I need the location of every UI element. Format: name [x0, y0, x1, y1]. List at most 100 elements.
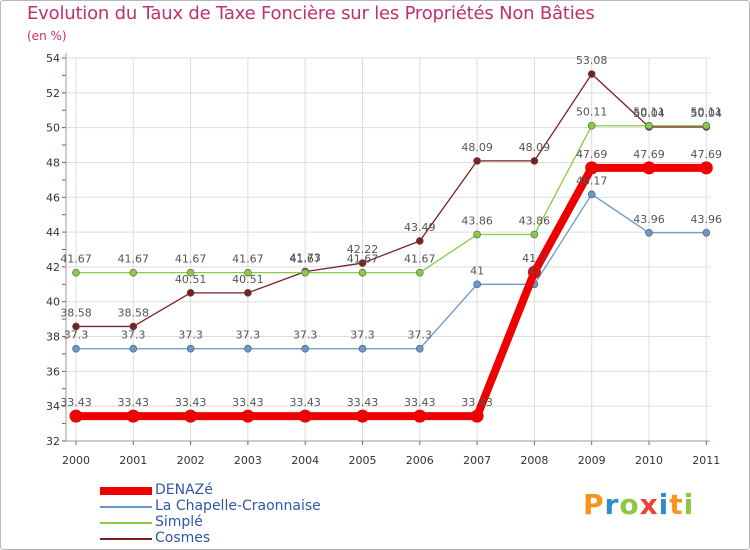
legend-swatch: [100, 506, 152, 508]
data-point: [241, 409, 255, 423]
y-tick-label: 48: [46, 156, 60, 169]
y-tick-label: 44: [46, 226, 60, 239]
y-tick-label: 32: [46, 435, 60, 448]
data-point: [186, 344, 195, 353]
data-label: 50.11: [691, 106, 723, 119]
x-tick-label: 2002: [177, 454, 205, 467]
data-label: 41.73: [289, 252, 321, 265]
data-labels: 33.43 33.43 33.43 33.43 33.43 33.43 33.43 33.43…: [60, 54, 722, 409]
chart-title: Evolution du Taux de Taxe Foncière sur l…: [27, 3, 595, 24]
data-point: [72, 322, 80, 331]
data-point: [585, 161, 599, 175]
data-point: [186, 289, 195, 297]
y-tick-label: 42: [46, 261, 60, 274]
data-label: 38.58: [118, 306, 150, 319]
data-label: 47.69: [691, 148, 723, 161]
y-tick-label: 36: [46, 365, 60, 378]
x-tick-label: 2010: [635, 454, 663, 467]
legend-swatch: [100, 538, 152, 540]
x-tick-label: 2003: [234, 454, 262, 467]
x-tick-label: 2008: [520, 454, 548, 467]
data-label: 41.67: [347, 253, 379, 266]
data-point: [415, 344, 424, 353]
series-line: [76, 125, 707, 274]
data-label: 43.86: [461, 215, 493, 228]
y-tick-label: 34: [46, 400, 60, 413]
data-label: 37.3: [293, 329, 318, 342]
data-point: [126, 409, 140, 423]
data-label: 33.43: [347, 396, 379, 409]
data-label: 43.49: [404, 221, 436, 234]
y-tick-label: 46: [46, 191, 60, 204]
data-point: [642, 161, 656, 175]
data-label: 41: [470, 264, 484, 277]
data-label: 33.43: [118, 396, 150, 409]
data-label: 50.11: [633, 106, 665, 119]
data-label: 50.04: [633, 107, 665, 120]
data-label: 48.09: [519, 141, 551, 154]
data-point: [129, 322, 138, 331]
x-tick-label: 2007: [463, 454, 491, 467]
data-label: 43.96: [633, 213, 665, 226]
data-point: [244, 268, 252, 277]
logo-letter: x: [639, 488, 659, 521]
logo-letter: i: [683, 488, 695, 521]
axes: 32 34 36 38 40 42 44 46 48 50 52 54 2000 2001 2002 2003…: [46, 52, 720, 467]
legend-label: La Chapelle-Craonnaise: [155, 498, 321, 514]
data-point: [301, 268, 310, 277]
x-tick-label: 2009: [578, 454, 606, 467]
legend-swatch: [100, 522, 152, 524]
chart-subtitle: (en %): [27, 29, 67, 43]
data-label: 37.3: [64, 329, 89, 342]
data-point: [415, 268, 424, 277]
data-label: 33.43: [60, 396, 92, 409]
data-label: 48.09: [461, 141, 493, 154]
data-label: 43.86: [519, 215, 551, 228]
legend-label: Simplé: [155, 514, 203, 530]
data-point: [587, 190, 596, 199]
legend-swatch: [100, 487, 152, 495]
data-point: [129, 344, 138, 353]
data-label: 50.11: [576, 106, 608, 119]
data-point: [530, 230, 539, 239]
data-label: 37.3: [236, 329, 261, 342]
data-point: [645, 228, 653, 237]
x-tick-label: 2005: [349, 454, 377, 467]
data-point: [129, 268, 138, 277]
x-tick-label: 2004: [291, 454, 319, 467]
data-label: 47.69: [576, 148, 608, 161]
data-label: 41: [527, 264, 541, 277]
data-label: 53.08: [576, 54, 608, 67]
data-point: [298, 409, 312, 423]
data-point: [72, 344, 80, 353]
data-label: 37.3: [350, 329, 375, 342]
data-label: 33.43: [232, 396, 264, 409]
data-point: [587, 70, 596, 78]
data-point: [415, 237, 424, 245]
data-point: [358, 344, 367, 353]
data-point: [301, 344, 310, 353]
data-point: [184, 409, 198, 423]
data-label: 37.3: [178, 329, 203, 342]
data-label: 41.7: [522, 252, 547, 265]
data-label: 47.69: [633, 148, 665, 161]
data-label: 50.04: [691, 107, 723, 120]
data-label: 41.67: [232, 253, 264, 266]
data-point: [244, 344, 252, 353]
data-label: 33.43: [289, 396, 321, 409]
y-tick-label: 40: [46, 296, 60, 309]
data-label: 41.67: [118, 253, 150, 266]
data-point: [473, 157, 481, 165]
proxiti-logo: Proxiti: [583, 488, 694, 521]
data-label: 33.43: [404, 396, 436, 409]
y-tick-label: 38: [46, 331, 60, 344]
data-label: 41.67: [60, 253, 92, 266]
data-point: [699, 161, 713, 175]
data-label: 41.67: [404, 253, 436, 266]
data-label: 40.51: [175, 273, 207, 286]
data-point: [244, 289, 252, 297]
x-tick-label: 2000: [62, 454, 90, 467]
data-label: 40.51: [232, 273, 264, 286]
data-label: 43.96: [691, 213, 723, 226]
